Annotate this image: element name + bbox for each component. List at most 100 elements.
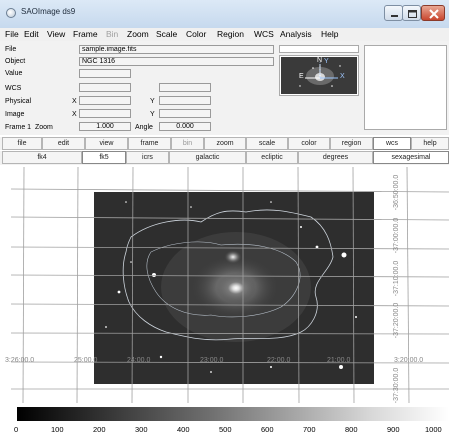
physical-x-label: X [72, 98, 77, 105]
menu-color[interactable]: Color [186, 29, 207, 39]
colorbar-tick: 600 [261, 425, 274, 434]
menu-file[interactable]: File [5, 29, 19, 39]
minimize-button[interactable] [384, 5, 403, 21]
grid-label-x: 24:00.0 [127, 357, 151, 364]
magnifier [364, 45, 447, 130]
compass-e-label: E [299, 73, 304, 80]
panner[interactable]: N E X Y [279, 55, 359, 96]
menu-scale[interactable]: Scale [156, 29, 178, 39]
colorbar-tick: 1000 [425, 425, 442, 434]
companion-galaxy [224, 250, 242, 264]
zoom-field: 1.000 [79, 122, 131, 131]
compass-x-label: X [340, 73, 345, 80]
contour-line-inner [146, 241, 301, 318]
wcs-button-bar: fk4 fk5 icrs galactic ecliptic degrees s… [0, 151, 449, 165]
grid-label-x: 3:20:00.0 [394, 357, 424, 364]
image-x-label: X [72, 111, 77, 118]
compass-y-label: Y [324, 58, 329, 65]
panner-header [279, 45, 359, 53]
panner-thumbnail [281, 57, 357, 94]
btn-icrs[interactable]: icrs [126, 151, 169, 164]
btn-galactic[interactable]: galactic [169, 151, 246, 164]
galaxy-core [216, 273, 256, 303]
btn-bin[interactable]: bin [171, 137, 204, 150]
image-label: Image [5, 111, 25, 118]
physical-label: Physical [5, 98, 32, 105]
close-button[interactable] [421, 5, 445, 21]
btn-edit[interactable]: edit [42, 137, 85, 150]
menu-view[interactable]: View [47, 29, 66, 39]
menu-help[interactable]: Help [321, 29, 339, 39]
physical-x-field [79, 96, 131, 105]
btn-fk4[interactable]: fk4 [2, 151, 82, 164]
btn-wcs[interactable]: wcs [373, 137, 411, 150]
contour-line [122, 209, 334, 341]
physical-y-field [159, 96, 211, 105]
menu-frame[interactable]: Frame [73, 29, 98, 39]
colorbar-tick: 700 [303, 425, 316, 434]
btn-help[interactable]: help [411, 137, 449, 150]
grid-label-x: 25:00.0 [74, 357, 98, 364]
app-icon [6, 8, 16, 18]
btn-sexagesimal[interactable]: sexagesimal [373, 151, 449, 164]
minimize-icon [391, 15, 398, 17]
colorbar-tick: 300 [135, 425, 148, 434]
object-field: NGC 1316 [79, 57, 274, 66]
button-bar: file edit view frame bin zoom scale colo… [0, 137, 449, 150]
colorbar-tick: 0 [14, 425, 19, 434]
grid-label-x: 23:00.0 [200, 357, 224, 364]
btn-frame[interactable]: frame [128, 137, 171, 150]
btn-ecliptic[interactable]: ecliptic [246, 151, 298, 164]
fits-image [10, 166, 449, 404]
colorbar-tick: 100 [51, 425, 64, 434]
colorbar-tick: 200 [93, 425, 106, 434]
colorbar-tick: 500 [219, 425, 232, 434]
grid-label-y: -37:10:00.0 [393, 260, 401, 297]
grid-label-x: 3:26:00.0 [5, 357, 35, 364]
value-label: Value [5, 70, 23, 77]
image-canvas[interactable]: 3:26:00.0 25:00.0 24:00.0 23:00.0 22:00.… [5, 166, 449, 404]
grid-label-y: -37:00:00.0 [393, 217, 401, 254]
menu-bar: File Edit View Frame Bin Zoom Scale Colo… [0, 28, 449, 41]
close-icon [429, 9, 439, 19]
grid-label-y: -37:30:00.0 [393, 367, 401, 404]
wcs-label: WCS [5, 85, 22, 92]
maximize-button[interactable] [402, 5, 421, 21]
grid-label-y: -37:20:00.0 [393, 302, 401, 339]
grid-label-y: -36:50:00.0 [393, 174, 401, 211]
menu-analysis[interactable]: Analysis [280, 29, 312, 39]
btn-fk5[interactable]: fk5 [82, 151, 126, 164]
image-y-label: Y [150, 111, 155, 118]
maximize-icon [408, 10, 417, 18]
btn-scale[interactable]: scale [246, 137, 288, 150]
btn-view[interactable]: view [85, 137, 128, 150]
grid-label-x: 22:00.0 [267, 357, 291, 364]
btn-region[interactable]: region [330, 137, 373, 150]
btn-degrees[interactable]: degrees [298, 151, 373, 164]
colorbar-tick: 900 [387, 425, 400, 434]
menu-bin[interactable]: Bin [106, 29, 119, 39]
wcs-dec-field [159, 83, 211, 92]
physical-y-label: Y [150, 98, 155, 105]
menu-zoom[interactable]: Zoom [127, 29, 149, 39]
menu-edit[interactable]: Edit [24, 29, 39, 39]
image-y-field [159, 109, 211, 118]
menu-region[interactable]: Region [217, 29, 244, 39]
grid-label-x: 21:00.0 [327, 357, 351, 364]
file-label: File [5, 46, 17, 53]
menu-wcs[interactable]: WCS [254, 29, 274, 39]
btn-color[interactable]: color [288, 137, 330, 150]
image-x-field [79, 109, 131, 118]
file-field: sample.image.fits [79, 45, 274, 54]
zoom-label: Zoom [35, 124, 53, 131]
colorbar-tick: 800 [345, 425, 358, 434]
btn-file[interactable]: file [2, 137, 42, 150]
angle-field: 0.000 [159, 122, 211, 131]
compass-n-label: N [317, 57, 323, 64]
object-label: Object [5, 58, 26, 65]
btn-zoom[interactable]: zoom [204, 137, 246, 150]
value-field [79, 69, 131, 78]
colorbar[interactable] [17, 407, 449, 421]
coordinate-grid [10, 166, 449, 404]
frame-label: Frame 1 [5, 124, 32, 131]
